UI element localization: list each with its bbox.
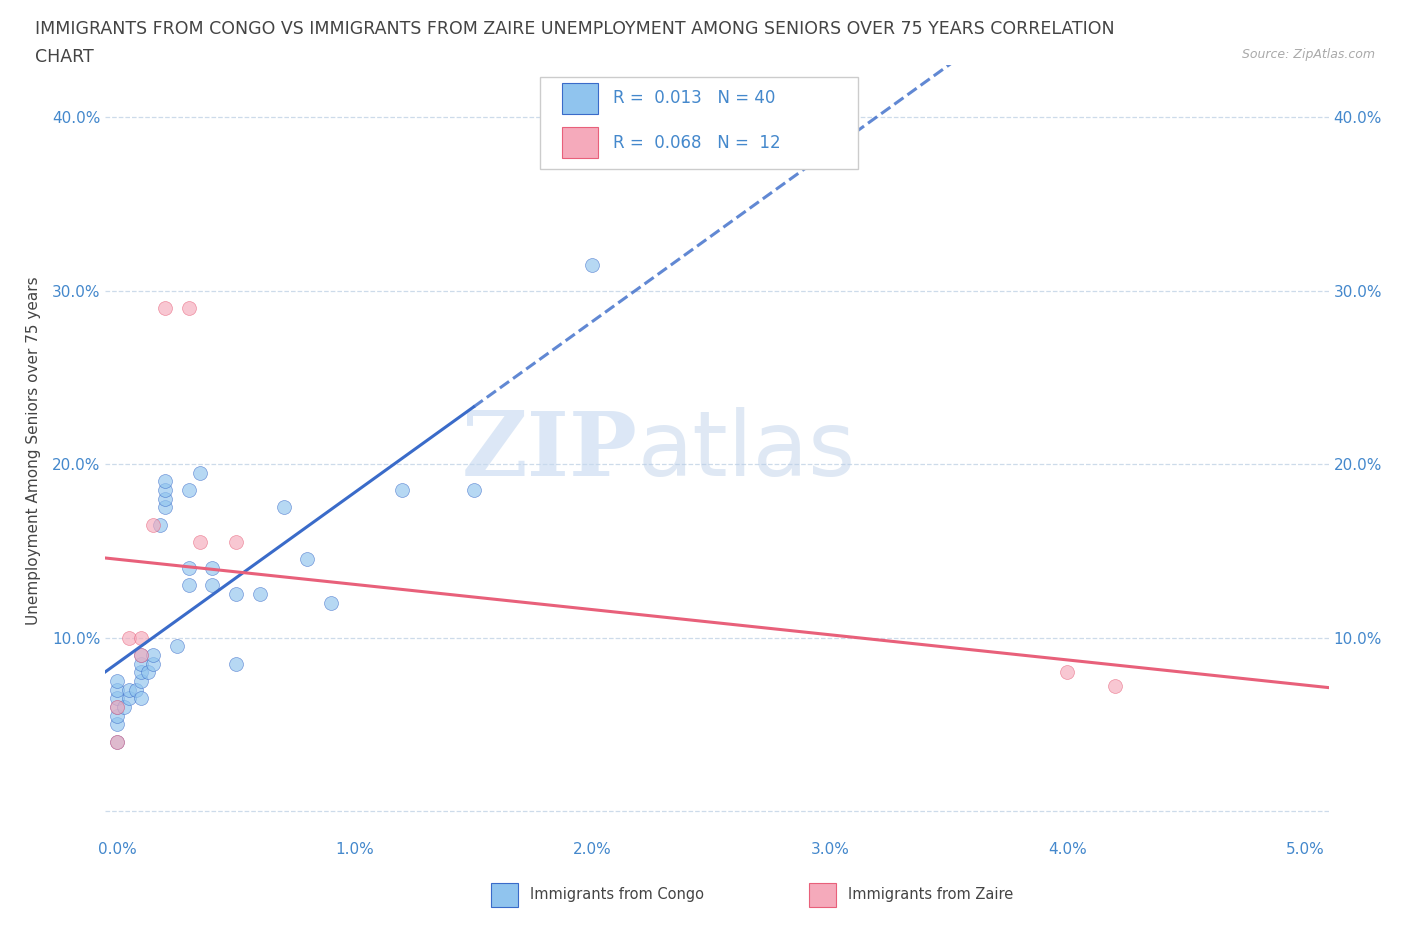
Point	[319, 595, 342, 610]
Point	[129, 631, 152, 645]
Text: IMMIGRANTS FROM CONGO VS IMMIGRANTS FROM ZAIRE UNEMPLOYMENT AMONG SENIORS OVER 7: IMMIGRANTS FROM CONGO VS IMMIGRANTS FROM…	[35, 20, 1115, 38]
Y-axis label: Unemployment Among Seniors over 75 years: Unemployment Among Seniors over 75 years	[25, 277, 41, 625]
Bar	[562, 83, 599, 113]
Point	[114, 699, 136, 714]
Point	[105, 691, 128, 706]
Point	[153, 500, 176, 515]
Point	[273, 500, 295, 515]
Point	[166, 639, 188, 654]
Point	[129, 647, 152, 662]
Point	[105, 708, 128, 723]
Point	[105, 699, 128, 714]
Point	[201, 561, 224, 576]
Point	[118, 682, 141, 697]
Bar	[562, 127, 599, 158]
Point	[129, 647, 152, 662]
Point	[177, 483, 200, 498]
Point	[129, 656, 152, 671]
Text: R =  0.068   N =  12: R = 0.068 N = 12	[613, 134, 780, 152]
Point	[463, 483, 485, 498]
Point	[125, 682, 148, 697]
Point	[190, 465, 212, 480]
Text: R =  0.013   N = 40: R = 0.013 N = 40	[613, 89, 776, 107]
Text: Immigrants from Congo: Immigrants from Congo	[530, 887, 704, 902]
Point	[153, 300, 176, 315]
Point	[177, 578, 200, 593]
Point	[153, 491, 176, 506]
Point	[136, 665, 159, 680]
Point	[177, 561, 200, 576]
Point	[149, 517, 172, 532]
Point	[142, 517, 165, 532]
Point	[129, 665, 152, 680]
Point	[153, 483, 176, 498]
Bar	[540, 76, 858, 169]
Point	[177, 300, 200, 315]
Point	[297, 552, 319, 567]
Point	[105, 673, 128, 688]
Point	[105, 717, 128, 732]
Text: Source: ZipAtlas.com: Source: ZipAtlas.com	[1241, 48, 1375, 61]
Point	[581, 257, 603, 272]
Point	[142, 647, 165, 662]
Point	[225, 656, 247, 671]
Point	[105, 699, 128, 714]
Bar	[808, 883, 835, 908]
Point	[142, 656, 165, 671]
Bar	[491, 883, 517, 908]
Text: ZIP: ZIP	[461, 407, 637, 495]
Point	[1104, 679, 1126, 694]
Text: CHART: CHART	[35, 48, 94, 66]
Point	[105, 682, 128, 697]
Point	[1056, 665, 1078, 680]
Point	[129, 691, 152, 706]
Point	[249, 587, 271, 602]
Point	[225, 535, 247, 550]
Point	[105, 734, 128, 749]
Point	[190, 535, 212, 550]
Point	[225, 587, 247, 602]
Point	[118, 631, 141, 645]
Point	[129, 673, 152, 688]
Point	[201, 578, 224, 593]
Point	[153, 474, 176, 489]
Point	[105, 734, 128, 749]
Text: atlas: atlas	[637, 407, 856, 495]
Point	[391, 483, 413, 498]
Text: Immigrants from Zaire: Immigrants from Zaire	[848, 887, 1014, 902]
Point	[118, 691, 141, 706]
